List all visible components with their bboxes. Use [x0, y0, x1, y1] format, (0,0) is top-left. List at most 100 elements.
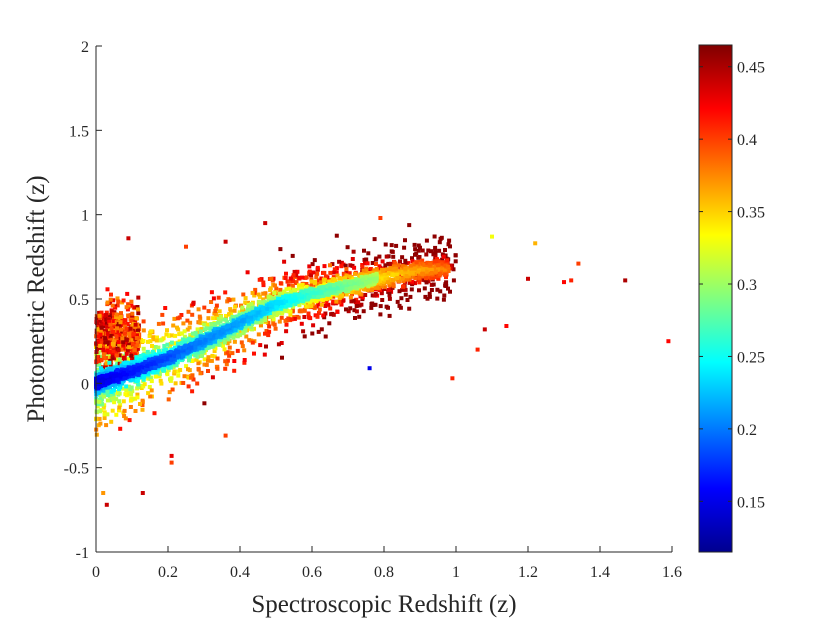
data-point [347, 271, 352, 276]
data-point [285, 279, 290, 284]
data-point [432, 234, 437, 239]
data-point [188, 320, 193, 325]
data-point [348, 263, 353, 268]
data-point [370, 301, 375, 306]
data-point [354, 309, 359, 314]
data-point [331, 270, 336, 275]
data-point [128, 405, 133, 409]
data-point [213, 309, 218, 313]
data-point [206, 355, 211, 360]
data-point [151, 369, 156, 374]
data-point [278, 281, 283, 286]
data-point [291, 279, 295, 284]
data-point [110, 383, 115, 388]
data-point [108, 345, 113, 350]
data-point [310, 331, 315, 336]
data-point [386, 261, 391, 266]
data-point [313, 279, 318, 284]
data-point [146, 391, 151, 396]
data-point [132, 305, 137, 310]
data-point [360, 263, 365, 267]
data-point [358, 272, 363, 277]
data-point [277, 319, 282, 324]
data-point [294, 280, 299, 285]
data-point [97, 399, 102, 404]
data-point [140, 407, 145, 412]
data-point [284, 271, 288, 276]
data-point [380, 284, 384, 289]
data-point [193, 332, 198, 336]
data-point [290, 283, 295, 288]
data-point [202, 401, 207, 406]
data-point [182, 374, 187, 379]
data-point [438, 272, 443, 277]
data-point [447, 238, 452, 243]
data-point [125, 291, 130, 296]
data-point [112, 400, 117, 405]
data-point [172, 316, 177, 321]
data-point [119, 327, 124, 332]
data-point [334, 233, 339, 238]
data-point [118, 329, 123, 334]
data-point [302, 315, 307, 319]
data-point [123, 343, 128, 348]
data-point [440, 257, 445, 262]
data-point [410, 266, 414, 271]
data-point [365, 288, 370, 293]
data-point [448, 244, 452, 249]
data-point [282, 289, 287, 294]
data-point [290, 253, 295, 258]
data-point [363, 293, 368, 297]
data-point [309, 273, 314, 278]
data-point [240, 311, 245, 316]
data-point [417, 288, 421, 293]
data-point [361, 309, 366, 314]
data-point [149, 388, 154, 393]
data-point [145, 370, 150, 375]
data-point [224, 335, 229, 340]
data-point [195, 354, 200, 359]
data-point [350, 257, 355, 261]
data-point [431, 282, 436, 287]
data-point [109, 292, 113, 297]
data-point [354, 290, 359, 295]
data-point [397, 269, 402, 274]
data-point [418, 245, 422, 250]
data-point [105, 300, 110, 305]
data-point [200, 354, 204, 358]
data-point [225, 299, 230, 304]
data-point [312, 258, 317, 263]
data-point [123, 392, 128, 397]
data-point [186, 375, 191, 380]
data-point [335, 309, 340, 314]
data-point [94, 372, 99, 377]
data-point [212, 349, 217, 353]
data-point [411, 274, 416, 279]
data-point [141, 377, 146, 382]
data-point [172, 369, 177, 374]
data-point [112, 310, 117, 315]
data-point [129, 353, 134, 358]
data-point [433, 275, 438, 280]
data-point [124, 384, 129, 389]
data-point [372, 268, 377, 273]
data-point [224, 314, 228, 318]
data-point [308, 299, 313, 304]
data-point [380, 272, 385, 277]
data-point [128, 387, 133, 392]
data-point [406, 266, 411, 271]
data-point [133, 324, 138, 329]
data-point [393, 261, 398, 266]
data-point [112, 388, 116, 393]
data-point [110, 396, 115, 401]
data-point [427, 262, 432, 267]
data-point [121, 399, 126, 404]
data-point [110, 303, 115, 308]
data-point [256, 332, 261, 337]
data-point [403, 258, 408, 263]
data-point [314, 298, 319, 303]
data-point [104, 361, 109, 366]
data-point [173, 381, 178, 386]
data-point [117, 384, 122, 389]
data-point [363, 261, 367, 266]
